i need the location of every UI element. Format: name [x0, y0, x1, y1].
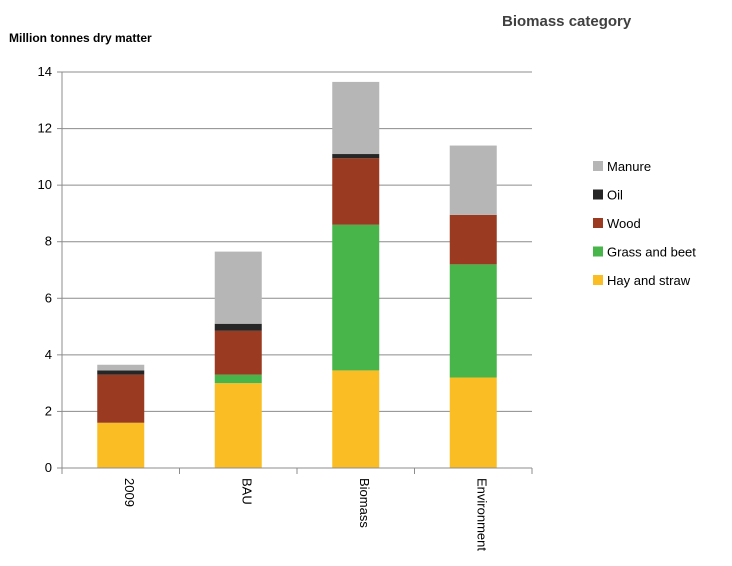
bar-segment [449, 377, 497, 468]
bar-segment [214, 330, 262, 375]
legend-title: Biomass category [502, 13, 632, 30]
y-tick-label: 12 [38, 121, 52, 136]
bar-segment [214, 251, 262, 324]
legend-entry-label: Grass and beet [607, 245, 696, 260]
legend-swatch [593, 246, 603, 257]
legend-entry-label: Manure [607, 159, 651, 174]
x-tick-label: Biomass [357, 478, 372, 528]
bar-segment [214, 374, 262, 384]
bar-segment [214, 323, 262, 331]
legend-swatch [593, 189, 603, 200]
legend-entry-label: Oil [607, 188, 623, 203]
bar-segment [332, 154, 380, 159]
legend-entry-label: Wood [607, 216, 641, 231]
bar-segment [449, 214, 497, 265]
legend-swatch [593, 275, 603, 285]
x-tick-label: Environment [474, 478, 489, 551]
x-tick-label: BAU [239, 478, 254, 505]
bar-segment [97, 364, 145, 371]
legend-swatch [593, 218, 603, 228]
bars [97, 81, 497, 468]
legend-entry-label: Hay and straw [607, 273, 691, 288]
axes: 0 2 4 6 8 10 12 14 2009 BAU Biomass Environment [38, 64, 533, 551]
y-tick-label: 8 [45, 234, 52, 249]
y-tick-label: 2 [45, 403, 52, 418]
bar-segment [449, 145, 497, 215]
bar-segment [332, 81, 380, 155]
y-tick-label: 10 [38, 177, 52, 192]
bar-segment [97, 374, 145, 423]
y-tick-label: 0 [45, 460, 52, 475]
bar-segment [332, 224, 380, 371]
y-tick-label: 14 [38, 64, 52, 79]
bar-segment [332, 158, 380, 225]
bar-segment [449, 264, 497, 378]
legend-swatch [593, 161, 603, 171]
gridlines [62, 71, 532, 412]
bar-segment [97, 422, 145, 468]
legend: Manure Oil Wood Grass and beet Hay and straw [593, 159, 696, 288]
bar-segment [97, 370, 145, 375]
y-tick-label: 6 [45, 290, 52, 305]
y-tick-label: 4 [45, 347, 52, 362]
bar-segment [332, 370, 380, 468]
x-tick-label: 2009 [122, 478, 137, 507]
y-axis-label: Million tonnes dry matter [9, 31, 152, 45]
bar-segment [214, 383, 262, 468]
